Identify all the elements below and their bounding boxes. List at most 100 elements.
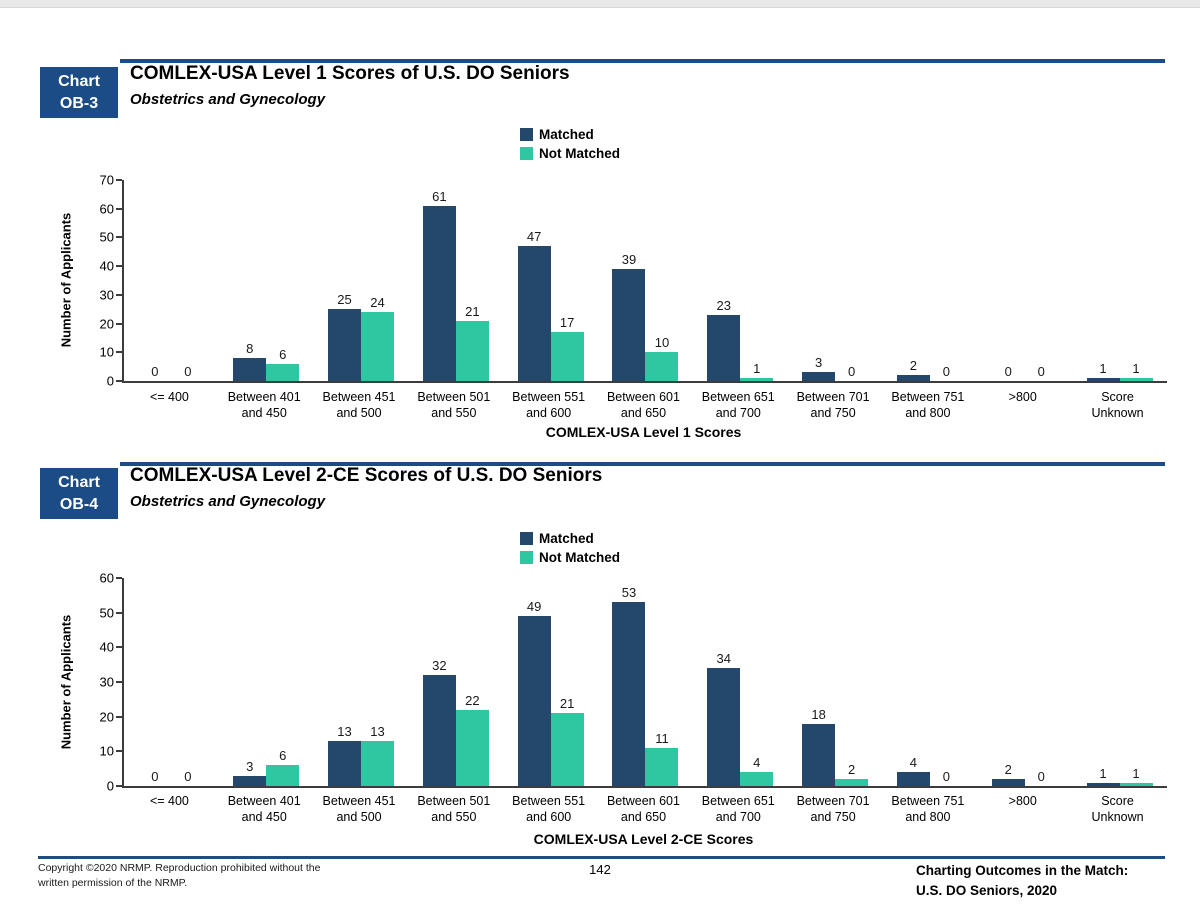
x-axis-category-label: Between 601 and 650 xyxy=(606,390,680,421)
bar-column: 1 xyxy=(1086,362,1120,381)
report-title: Charting Outcomes in the Match: U.S. DO … xyxy=(916,863,1129,898)
bar-group: 13 13 xyxy=(314,578,409,786)
badge-line: Chart xyxy=(58,72,100,90)
legend-label: Matched xyxy=(539,531,594,546)
matched-bar xyxy=(612,269,646,381)
matched-bar xyxy=(991,779,1025,786)
page-top-edge xyxy=(0,0,1200,8)
matched-bar xyxy=(517,616,551,786)
bar-column: 0 xyxy=(930,770,963,786)
x-axis-category-label: Between 401 and 450 xyxy=(227,390,301,421)
y-axis-tick-mark xyxy=(116,207,122,210)
bar-group: 47 17 xyxy=(503,180,598,381)
bar-value-label: 18 xyxy=(811,707,826,722)
chart-badge: Chart OB-4 xyxy=(40,468,118,519)
y-axis-tick-label: 10 xyxy=(99,743,114,759)
y-axis-tick-mark xyxy=(116,265,122,268)
y-axis-tick-mark xyxy=(116,611,122,614)
x-axis-category-label: Between 601 and 650 xyxy=(606,794,680,825)
bar-value-label: 10 xyxy=(654,335,670,350)
bar-value-label: 11 xyxy=(655,731,669,746)
bar-value-label: 1 xyxy=(1099,766,1107,781)
bar-column: 8 xyxy=(233,341,267,381)
y-axis-tick-label: 60 xyxy=(99,570,114,586)
legend-swatch-not-matched xyxy=(520,551,533,564)
bar-column: 17 xyxy=(550,315,584,381)
bar-value-label: 61 xyxy=(432,189,447,204)
x-axis-category-label: Between 751 and 800 xyxy=(891,794,965,825)
bar-column: 4 xyxy=(740,755,774,786)
bar-column: 11 xyxy=(645,731,679,786)
bar-column: 4 xyxy=(896,756,930,786)
bar-column: 0 xyxy=(930,365,963,381)
not-matched-bar xyxy=(550,332,584,381)
bar-value-label: 0 xyxy=(1037,769,1045,784)
x-axis-title: COMLEX-USA Level 2-CE Scores xyxy=(533,831,754,847)
matched-bar xyxy=(422,206,456,381)
bar-group: 23 1 xyxy=(693,180,788,381)
x-axis-category-label: Between 501 and 550 xyxy=(417,390,491,421)
bar-column: 24 xyxy=(361,295,395,381)
legend-label: Not Matched xyxy=(539,146,620,161)
x-axis-category-label: >800 xyxy=(1008,794,1037,808)
bar-column: 34 xyxy=(707,652,741,786)
matched-bar xyxy=(896,375,930,381)
x-axis-category-label: Between 451 and 500 xyxy=(322,794,396,825)
bar-value-label: 4 xyxy=(753,755,761,770)
not-matched-bar xyxy=(266,765,300,786)
y-axis-tick-label: 20 xyxy=(99,316,114,332)
legend-swatch-matched xyxy=(520,532,533,545)
bar-column: 13 xyxy=(328,725,362,786)
legend-label: Not Matched xyxy=(539,550,620,565)
y-axis-tick-label: 0 xyxy=(106,373,114,389)
bar-group: 61 21 xyxy=(408,180,503,381)
bar-value-label: 22 xyxy=(465,693,480,708)
bar-column: 0 xyxy=(992,365,1025,381)
badge-line: OB-4 xyxy=(59,495,99,513)
matched-bar xyxy=(422,675,456,786)
bar-value-label: 8 xyxy=(246,341,254,356)
page-number: 142 xyxy=(589,862,611,877)
bar-value-label: 13 xyxy=(370,724,385,739)
x-axis-category-label: Between 701 and 750 xyxy=(796,390,870,421)
bar-value-label: 0 xyxy=(151,364,159,379)
bar-value-label: 17 xyxy=(559,315,575,330)
bar-value-label: 21 xyxy=(465,304,480,319)
y-axis-tick-label: 40 xyxy=(99,258,114,274)
bar-group: 34 4 xyxy=(693,578,788,786)
bar-column: 18 xyxy=(802,707,836,786)
y-axis-title: Number of Applicants xyxy=(58,212,74,348)
bar-group: 53 11 xyxy=(598,578,693,786)
matched-bar xyxy=(802,724,836,786)
not-matched-bar xyxy=(645,352,679,381)
matched-bar xyxy=(328,309,362,381)
x-axis-labels: <= 400 Between 401 and 450 Between 451 and… xyxy=(122,389,1165,422)
x-axis-category-label: >800 xyxy=(1008,390,1037,404)
not-matched-bar xyxy=(455,321,489,381)
y-axis-tick-label: 10 xyxy=(99,344,114,360)
x-axis-category-label: Between 651 and 700 xyxy=(701,390,775,421)
bar-group: 49 21 xyxy=(503,578,598,786)
bar-column: 0 xyxy=(1025,365,1058,381)
bar-value-label: 24 xyxy=(370,295,385,310)
bar-group: 18 2 xyxy=(788,578,883,786)
y-axis-tick-label: 40 xyxy=(99,639,114,655)
bar-column: 1 xyxy=(1086,766,1120,786)
y-axis-tick-mark xyxy=(116,351,122,354)
not-matched-bar xyxy=(550,713,584,786)
bar-value-label: 6 xyxy=(279,347,287,362)
y-axis-tick-label: 60 xyxy=(99,201,114,217)
x-axis-category-label: <= 400 xyxy=(149,390,189,404)
bar-column: 2 xyxy=(991,763,1025,786)
not-matched-bar xyxy=(740,378,774,381)
chart-subtitle: Obstetrics and Gynecology xyxy=(130,91,326,108)
x-axis-labels: <= 400 Between 401 and 450 Between 451 and… xyxy=(122,793,1165,826)
bar-value-label: 1 xyxy=(753,361,761,376)
y-axis-tick-label: 20 xyxy=(99,709,114,725)
bar-value-label: 0 xyxy=(942,364,951,379)
y-axis-tick-mark xyxy=(116,236,122,239)
chart-section-ob3: Chart OB-3 COMLEX-USA Level 1 Scores of … xyxy=(0,55,1200,455)
